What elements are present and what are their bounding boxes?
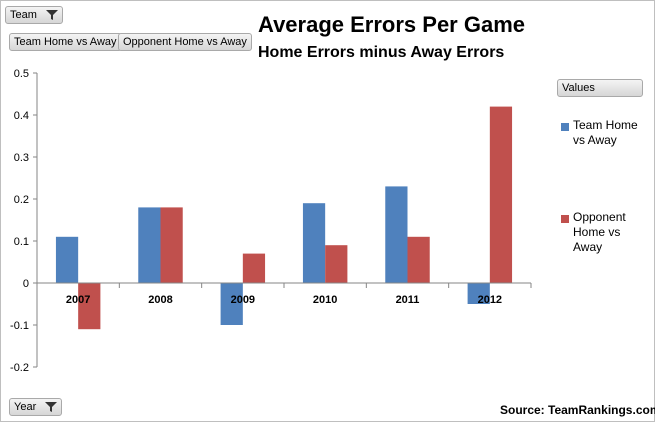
bar-team-home-vs-away: [138, 207, 161, 283]
team-filter-button[interactable]: Team: [5, 6, 63, 24]
bar-opponent-home-vs-away: [407, 236, 430, 283]
y-tick-label: -0.2: [10, 362, 29, 374]
bar-team-home-vs-away: [385, 186, 408, 283]
opponent-home-vs-away-button[interactable]: Opponent Home vs Away: [118, 33, 252, 51]
bar-opponent-home-vs-away: [160, 207, 183, 283]
bar-team-home-vs-away: [302, 203, 326, 283]
filter-icon: [45, 10, 58, 21]
y-tick-label: 0.2: [14, 194, 29, 206]
x-tick-label: 2010: [313, 294, 337, 306]
legend-swatch-opponent: [561, 215, 569, 223]
team-home-vs-away-button[interactable]: Team Home vs Away: [9, 33, 122, 51]
chart-subtitle: Home Errors minus Away Errors: [258, 44, 505, 61]
values-button[interactable]: Values: [557, 79, 643, 97]
x-tick-label: 2009: [231, 294, 255, 306]
y-tick-label: -0.1: [10, 320, 29, 332]
y-tick-label: 0: [23, 278, 29, 290]
x-tick-label: 2012: [478, 294, 502, 306]
bar-opponent-home-vs-away: [489, 106, 513, 283]
x-tick-label: 2007: [66, 294, 90, 306]
filter-icon: [45, 402, 58, 413]
year-filter-label: Year: [14, 401, 37, 413]
bar-team-home-vs-away: [220, 283, 243, 325]
values-label: Values: [562, 82, 595, 94]
y-tick-label: 0.4: [14, 110, 29, 122]
x-tick-label: 2008: [148, 294, 172, 306]
bar-opponent-home-vs-away: [325, 245, 348, 283]
bar-team-home-vs-away: [467, 283, 490, 304]
x-tick-label: 2011: [396, 294, 420, 306]
legend-swatch-team: [561, 123, 569, 131]
opponent-home-vs-away-label: Opponent Home vs Away: [123, 36, 247, 48]
legend-label-opponent: Opponent Home vs Away: [573, 210, 626, 254]
bar-opponent-home-vs-away: [78, 283, 101, 330]
year-filter-button[interactable]: Year: [9, 398, 63, 416]
legend-label-team: Team Home vs Away: [573, 118, 638, 147]
bar-team-home-vs-away: [55, 236, 79, 283]
y-tick-label: 0.3: [14, 152, 29, 164]
team-home-vs-away-label: Team Home vs Away: [14, 36, 117, 48]
bar-opponent-home-vs-away: [242, 253, 266, 283]
y-tick-label: 0.1: [14, 236, 29, 248]
source-note: Source: TeamRankings.com: [500, 403, 655, 417]
y-tick-label: 0.5: [14, 68, 29, 80]
team-filter-label: Team: [10, 9, 37, 21]
chart-title: Average Errors Per Game: [258, 12, 525, 37]
